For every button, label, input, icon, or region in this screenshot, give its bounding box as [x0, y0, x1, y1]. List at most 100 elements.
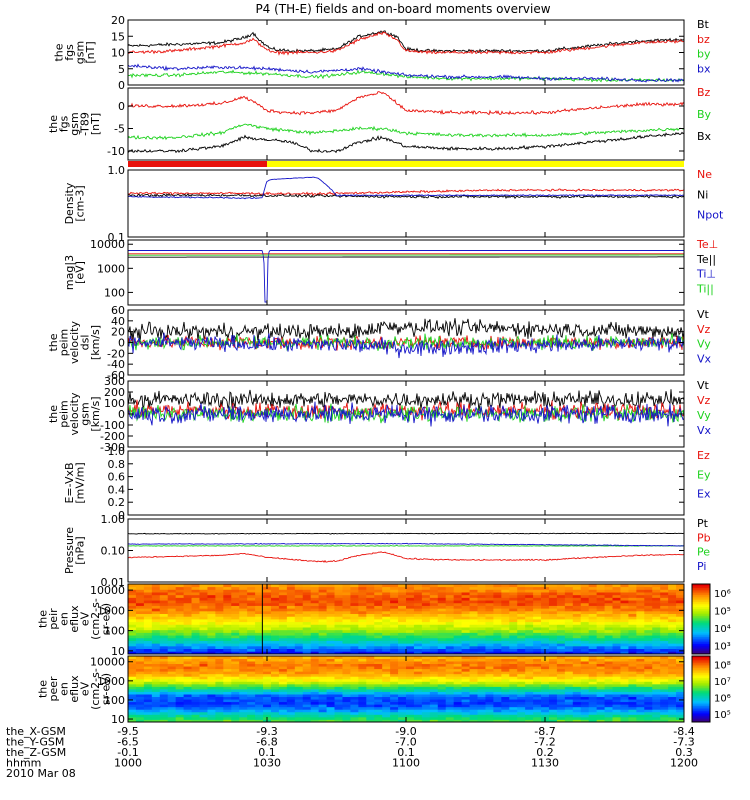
- spectrogram-cell: [580, 586, 590, 590]
- spectrogram-cell: [128, 610, 137, 615]
- spectrogram-cell: [159, 648, 169, 652]
- spectrogram-cell: [128, 643, 137, 647]
- spectrogram-cell: [159, 610, 169, 615]
- y-axis-label-line: [km/s]: [89, 396, 102, 431]
- spectrogram-cell: [668, 691, 677, 695]
- spectrogram-cell: [509, 658, 518, 662]
- spectrogram-cell: [143, 656, 153, 659]
- spectrogram-cell: [564, 613, 574, 617]
- spectrogram-cell: [541, 709, 550, 713]
- spectrogram-cell: [628, 632, 637, 636]
- spectrogram-cell: [548, 637, 558, 641]
- spectrogram-cell: [342, 629, 351, 633]
- spectrogram-cell: [509, 681, 518, 685]
- legend-entry-Pb: Pb: [697, 531, 711, 544]
- spectrogram-cell: [445, 597, 455, 601]
- spectrogram-cell: [588, 658, 598, 662]
- spectrogram-cell: [231, 691, 240, 695]
- spectrogram-cell: [509, 624, 518, 628]
- spectrogram-cell: [302, 711, 312, 715]
- spectrogram-cell: [588, 681, 598, 685]
- spectrogram-cell: [572, 643, 582, 647]
- spectrogram-cell: [231, 656, 240, 659]
- spectrogram-cell: [644, 709, 653, 713]
- spectrogram-cell: [469, 701, 478, 705]
- spectrogram-cell: [358, 686, 367, 690]
- colorbar-cell: [692, 589, 710, 592]
- series-group: [128, 30, 684, 83]
- spectrogram-cell: [612, 600, 621, 604]
- spectrogram-cell: [302, 656, 312, 659]
- spectrogram-cell: [175, 678, 184, 682]
- spectrogram-cell: [612, 648, 621, 652]
- spectrogram-cell: [350, 696, 359, 700]
- spectrogram-cell: [135, 621, 145, 625]
- spectrogram-cell: [199, 632, 208, 636]
- spectrogram-cell: [437, 640, 447, 644]
- spectrogram-cell: [159, 635, 169, 639]
- spectrogram-cell: [334, 671, 343, 675]
- spectrogram-cell: [668, 613, 677, 617]
- spectrogram-cell: [556, 714, 566, 718]
- spectrogram-cell: [239, 584, 248, 588]
- spectrogram-cell: [135, 597, 145, 601]
- spectrogram-cell: [326, 709, 335, 713]
- spectrogram-cell: [128, 592, 137, 596]
- spectrogram-cell: [413, 608, 423, 612]
- spectrogram-cell: [628, 613, 637, 617]
- spectrogram-cell: [596, 589, 605, 593]
- spectrogram-cell: [310, 600, 320, 604]
- spectrogram-cell: [509, 592, 518, 596]
- spectrogram-cell: [167, 696, 177, 700]
- spectrogram-cell: [501, 671, 510, 675]
- spectrogram-cell: [143, 671, 153, 675]
- spectrogram-cell: [286, 719, 296, 722]
- spectrogram-cell: [517, 621, 526, 625]
- spectrogram-cell: [263, 605, 272, 609]
- spectrogram-cell: [135, 605, 145, 609]
- spectrogram-cell: [461, 666, 470, 670]
- spectrogram-cell: [604, 584, 613, 588]
- spectrogram-cell: [548, 656, 558, 659]
- spectrogram-cell: [469, 619, 478, 623]
- spectrogram-cell: [453, 671, 462, 675]
- spectrogram-cell: [620, 689, 629, 692]
- spectrogram-cell: [263, 666, 272, 670]
- spectrogram-cell: [406, 600, 415, 604]
- spectrogram-cell: [445, 619, 455, 623]
- spectrogram-cell: [652, 686, 661, 690]
- spectrogram-cell: [199, 673, 208, 677]
- y-tick-label: 10: [111, 713, 125, 726]
- spectrogram-cell: [318, 663, 327, 667]
- spectrogram-cell: [366, 613, 375, 617]
- series-line-Npot: [128, 176, 684, 200]
- spectrogram-cell: [453, 594, 462, 598]
- spectrogram-cell: [509, 621, 518, 625]
- spectrogram-cell: [310, 719, 320, 722]
- spectrogram-cell: [390, 610, 399, 615]
- spectrogram-cell: [485, 714, 494, 718]
- spectrogram-cell: [342, 716, 351, 720]
- spectrogram-cell: [374, 651, 383, 654]
- spectrogram-cell: [135, 651, 145, 654]
- spectrogram-cell: [278, 610, 288, 615]
- spectrogram-cell: [628, 671, 637, 675]
- spectrogram-cell: [469, 683, 478, 687]
- spectrogram-cell: [596, 676, 605, 680]
- spectrogram-cell: [302, 616, 312, 620]
- spectrogram-cell: [580, 600, 590, 604]
- spectrogram-cell: [135, 706, 145, 710]
- spectrogram-cell: [596, 624, 605, 628]
- spectrogram-cell: [318, 640, 327, 644]
- spectrogram-cell: [326, 678, 335, 682]
- spectrogram-cell: [461, 676, 470, 680]
- spectrogram-cell: [143, 637, 153, 641]
- spectrogram-cell: [628, 686, 637, 690]
- spectrogram-cell: [191, 600, 200, 604]
- spectrogram-cell: [437, 600, 447, 604]
- spectrogram-cell: [128, 637, 137, 641]
- spectrogram-cell: [676, 602, 684, 606]
- spectrogram-cell: [398, 663, 407, 667]
- spectrogram-cell: [493, 676, 502, 680]
- spectrogram-cell: [469, 714, 478, 718]
